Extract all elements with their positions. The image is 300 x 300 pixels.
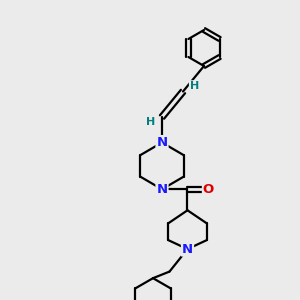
- Text: N: N: [156, 136, 168, 149]
- Text: H: H: [146, 117, 155, 128]
- Text: O: O: [203, 183, 214, 196]
- Text: N: N: [156, 183, 168, 196]
- Text: N: N: [182, 243, 193, 256]
- Text: H: H: [190, 81, 199, 91]
